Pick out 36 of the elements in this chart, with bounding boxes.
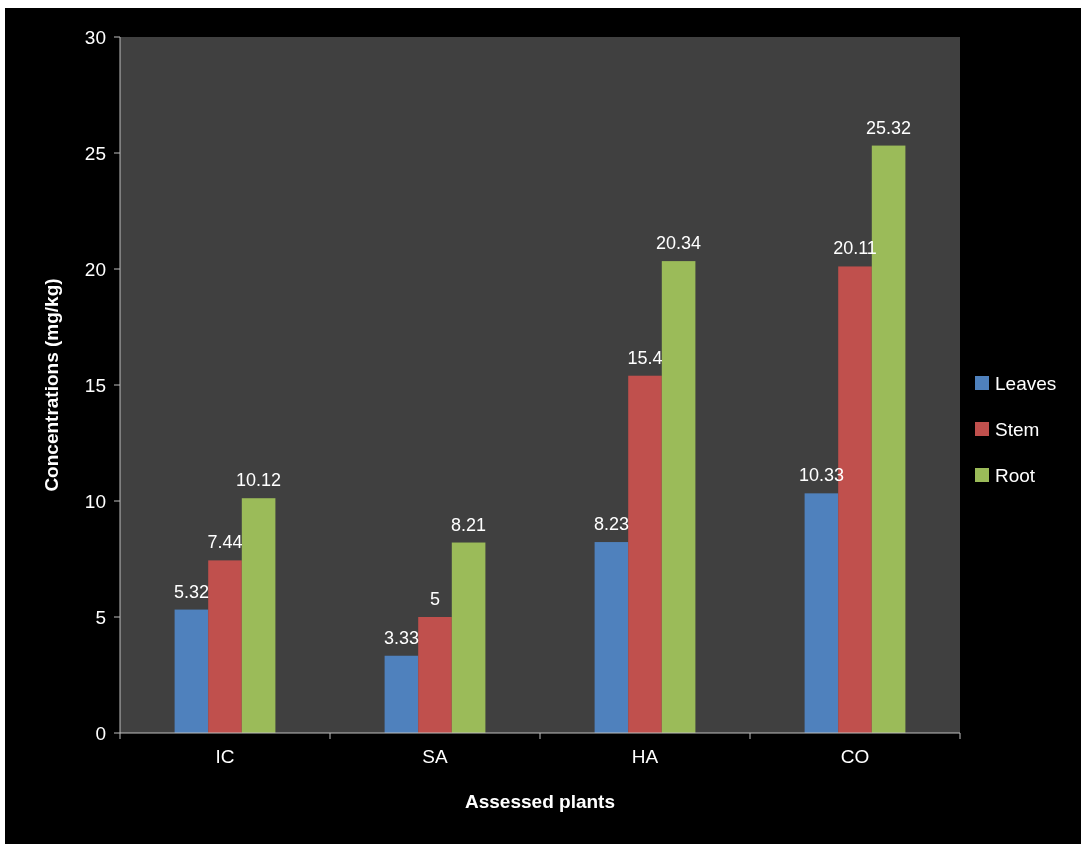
bar — [451, 542, 486, 733]
data-label: 5 — [429, 589, 441, 609]
y-axis-title: Concentrations (mg/kg) — [41, 278, 62, 492]
data-label: 8.21 — [451, 514, 487, 535]
bar — [661, 261, 696, 733]
data-label: 20.34 — [656, 233, 702, 254]
x-axis-title: Assessed plants — [465, 791, 615, 812]
bar — [384, 655, 419, 733]
data-label: 8.23 — [593, 514, 629, 535]
data-label: 5.32 — [173, 581, 209, 602]
bar — [594, 542, 629, 733]
data-label: 10.12 — [236, 470, 282, 491]
bar — [241, 498, 276, 733]
data-label: 25.32 — [866, 117, 912, 138]
x-tick-label: HA — [631, 746, 659, 767]
bar — [208, 560, 242, 733]
bar — [418, 617, 452, 733]
y-tick-label: 10 — [84, 490, 106, 512]
legend-label: Stem — [995, 418, 1040, 440]
y-tick-label: 20 — [84, 258, 106, 280]
bar — [174, 609, 209, 733]
y-tick-label: 0 — [95, 722, 106, 744]
y-tick-label: 30 — [84, 26, 106, 48]
data-label: 3.33 — [383, 627, 419, 648]
bar — [628, 375, 662, 733]
x-tick-label: SA — [422, 746, 448, 767]
legend-label: Root — [995, 464, 1036, 486]
data-label: 15.4 — [627, 347, 663, 368]
x-tick-label: IC — [215, 746, 235, 767]
y-tick-label: 15 — [84, 374, 106, 396]
legend-label: Leaves — [995, 372, 1057, 394]
x-tick-label: CO — [840, 746, 870, 767]
bar — [804, 493, 839, 733]
y-tick-label: 5 — [95, 606, 106, 628]
data-label: 7.44 — [207, 532, 243, 553]
y-tick-label: 25 — [84, 142, 106, 164]
